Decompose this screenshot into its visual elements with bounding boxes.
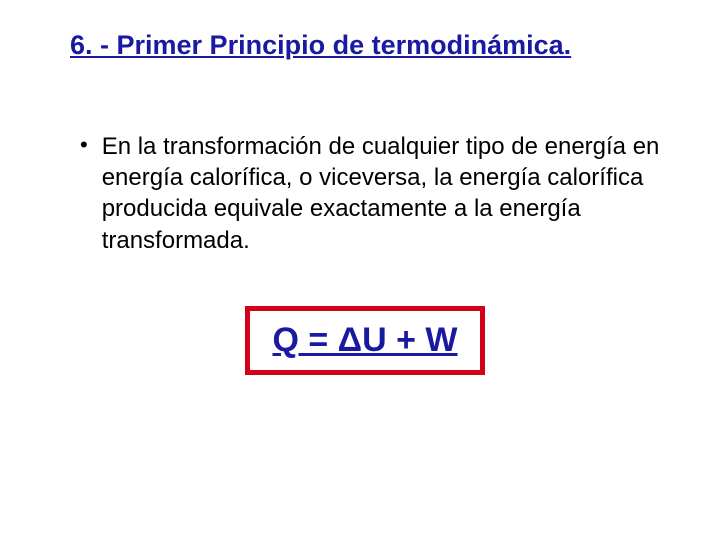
bullet-block: • En la transformación de cualquier tipo…: [70, 131, 660, 256]
body-text: En la transformación de cualquier tipo d…: [102, 131, 660, 256]
formula-container: Q = ΔU + W: [70, 306, 660, 375]
formula-box: Q = ΔU + W: [245, 306, 484, 375]
slide-title: 6. - Primer Principio de termodinámica.: [70, 30, 660, 61]
bullet-icon: •: [80, 131, 88, 160]
formula-text: Q = ΔU + W: [272, 321, 457, 359]
